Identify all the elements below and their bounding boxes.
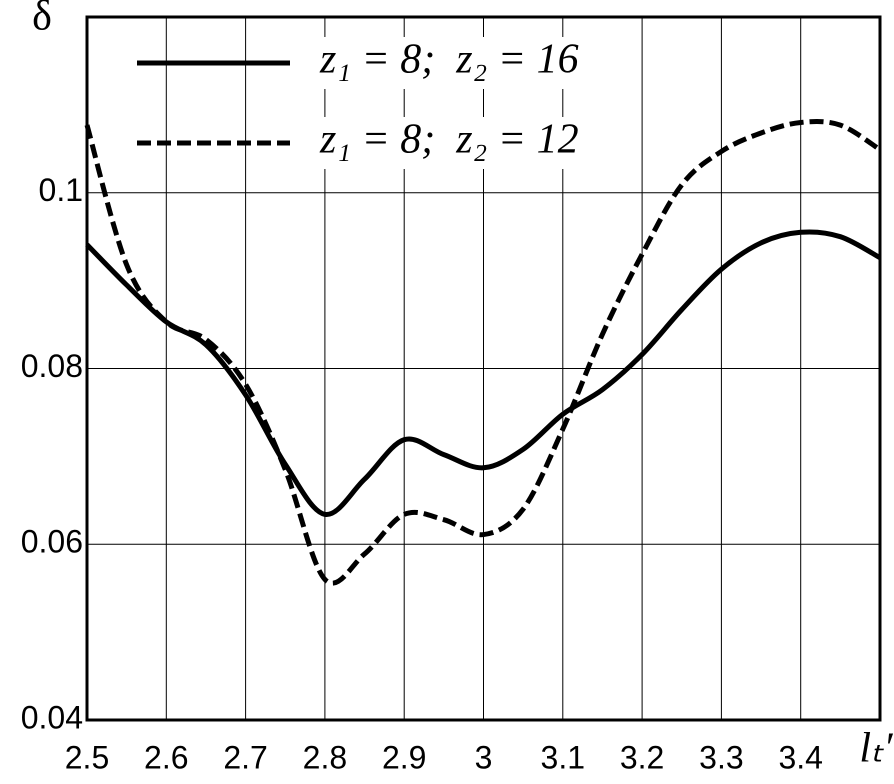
legend-bg	[300, 37, 620, 89]
x-axis-label: lₜ′	[859, 726, 893, 772]
x-tick-label: 2.6	[144, 739, 188, 775]
x-tick-label: 2.8	[303, 739, 347, 775]
y-tick-label: 0.04	[21, 699, 83, 735]
legend-bg	[300, 117, 620, 169]
y-tick-label: 0.1	[39, 172, 83, 208]
y-tick-label: 0.08	[21, 348, 83, 384]
series-line	[85, 229, 882, 517]
plot-frame	[85, 15, 882, 722]
x-tick-label: 2.7	[223, 739, 267, 775]
legend-label: z₁ = 8; z₂ = 12	[319, 117, 579, 163]
x-tick-label: 3.1	[541, 739, 585, 775]
x-tick-label: 3.2	[620, 739, 664, 775]
x-tick-label: 3.4	[778, 739, 822, 775]
y-tick-label: 0.06	[21, 524, 83, 560]
x-tick-label: 2.9	[382, 739, 426, 775]
x-tick-label: 2.5	[65, 739, 109, 775]
y-axis-label: δ	[32, 0, 52, 40]
x-tick-label: 3	[475, 739, 493, 775]
x-tick-label: 3.3	[699, 739, 743, 775]
legend-label: z₁ = 8; z₂ = 16	[319, 37, 579, 83]
